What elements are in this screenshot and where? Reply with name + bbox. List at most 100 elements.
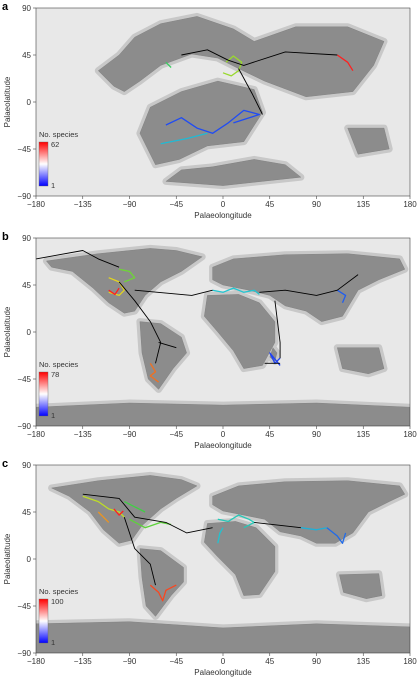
y-tick-label: −45	[17, 375, 31, 384]
migration-route	[134, 289, 213, 296]
migration-route	[336, 289, 347, 304]
x-axis-title: Palaeolongitude	[194, 441, 252, 450]
palaeo-landmass	[212, 253, 406, 322]
x-tick-label: −90	[123, 430, 137, 439]
x-tick-label: 0	[221, 200, 226, 209]
migration-route	[217, 514, 255, 529]
y-tick-label: 90	[22, 234, 31, 243]
y-tick-label: 90	[22, 461, 31, 470]
migration-route	[113, 508, 124, 516]
x-tick-label: −180	[27, 657, 46, 666]
palaeo-landmass	[97, 16, 385, 98]
palaeo-landmass	[204, 294, 276, 369]
colour-scale-bar	[38, 598, 49, 644]
x-axis-title: Palaeolongitude	[194, 668, 252, 677]
legend-title: No. species	[39, 587, 78, 596]
y-axis-title: Palaeolatitude	[3, 533, 12, 584]
map-svg: −180 −135 −90 −45 0 45 90 135 180 90 45 0 −45 −90 Pala…	[2, 231, 417, 450]
y-tick-label: 0	[27, 328, 32, 337]
migration-route	[336, 54, 354, 72]
legend-min-label: 1	[51, 638, 55, 647]
y-tick-label: 0	[27, 555, 32, 564]
legend-title: No. species	[39, 360, 78, 369]
migration-route	[238, 68, 263, 115]
map-svg: −180 −135 −90 −45 0 45 90 135 180 90 45 0 −45 −90 Pala…	[2, 458, 417, 677]
x-tick-label: 45	[265, 200, 274, 209]
colour-scale-bar	[38, 371, 49, 417]
migration-route	[149, 584, 177, 602]
legend-max-label: 78	[51, 370, 59, 379]
palaeo-landmass	[347, 127, 390, 155]
migration-route	[82, 493, 213, 534]
migration-route	[118, 268, 136, 283]
migration-route	[222, 55, 243, 77]
migration-route	[97, 511, 110, 523]
migration-route	[269, 352, 281, 366]
map-panel-c: −180 −135 −90 −45 0 45 90 135 180 90 45 0 −45 −90 Pala…	[0, 457, 418, 681]
palaeo-landmass	[36, 621, 410, 653]
y-tick-label: −90	[17, 422, 31, 431]
palaeo-landmass	[36, 402, 410, 426]
panel-label: c	[2, 458, 8, 470]
panel-label: b	[2, 231, 9, 243]
migration-route	[129, 518, 172, 529]
migration-route	[212, 287, 260, 295]
migration-route	[108, 287, 120, 296]
y-tick-label: −45	[17, 602, 31, 611]
map-svg: −180 −135 −90 −45 0 45 90 135 180 90 45 0 −45 −90 Pala…	[2, 1, 417, 220]
palaeo-landmass	[339, 573, 383, 599]
legend-min-label: 1	[51, 411, 55, 420]
x-tick-label: −135	[74, 200, 93, 209]
palaeo-landmass	[337, 347, 385, 375]
migration-route	[36, 250, 120, 268]
x-tick-label: 180	[403, 430, 417, 439]
y-tick-label: 45	[22, 51, 31, 60]
migration-route	[181, 49, 338, 66]
x-tick-label: 45	[265, 430, 274, 439]
palaeo-landmass	[50, 475, 198, 544]
x-tick-label: −135	[74, 657, 93, 666]
migration-route	[158, 341, 177, 349]
x-tick-label: −180	[27, 430, 46, 439]
migration-route	[259, 274, 359, 296]
migration-route	[326, 527, 347, 544]
migration-route	[160, 132, 208, 145]
x-tick-label: 135	[357, 200, 371, 209]
x-tick-label: 180	[403, 657, 417, 666]
migration-route	[274, 300, 281, 359]
palaeo-landmass	[165, 159, 302, 186]
x-tick-label: 90	[312, 200, 321, 209]
migration-route	[165, 109, 261, 134]
y-tick-label: −90	[17, 192, 31, 201]
panel-label: a	[2, 1, 9, 13]
y-axis-title: Palaeolatitude	[3, 76, 12, 127]
legend-max-label: 62	[51, 140, 59, 149]
x-tick-label: 180	[403, 200, 417, 209]
migration-route	[165, 61, 172, 68]
x-tick-label: −45	[169, 430, 183, 439]
x-tick-label: 135	[357, 657, 371, 666]
y-tick-label: −90	[17, 649, 31, 658]
legend-max-label: 100	[51, 597, 64, 606]
colour-scale-bar	[38, 141, 49, 187]
y-tick-label: −45	[17, 145, 31, 154]
palaeo-landmass	[46, 248, 203, 314]
migration-route	[124, 501, 146, 513]
migration-route	[118, 281, 162, 364]
x-tick-label: −90	[123, 657, 137, 666]
x-axis-title: Palaeolongitude	[194, 211, 252, 220]
x-tick-label: −135	[74, 430, 93, 439]
palaeo-landmass	[139, 80, 263, 165]
y-axis-title: Palaeolatitude	[3, 306, 12, 357]
migration-route	[254, 521, 301, 529]
x-tick-label: 0	[221, 430, 226, 439]
migration-route	[217, 527, 224, 544]
x-tick-label: 90	[312, 430, 321, 439]
y-tick-label: 45	[22, 281, 31, 290]
x-tick-label: −180	[27, 200, 46, 209]
x-tick-label: 0	[221, 657, 226, 666]
x-tick-label: −90	[123, 200, 137, 209]
x-tick-label: 45	[265, 657, 274, 666]
map-panel-a: −180 −135 −90 −45 0 45 90 135 180 90 45 0 −45 −90 Pala…	[0, 0, 418, 224]
migration-route	[300, 527, 328, 531]
